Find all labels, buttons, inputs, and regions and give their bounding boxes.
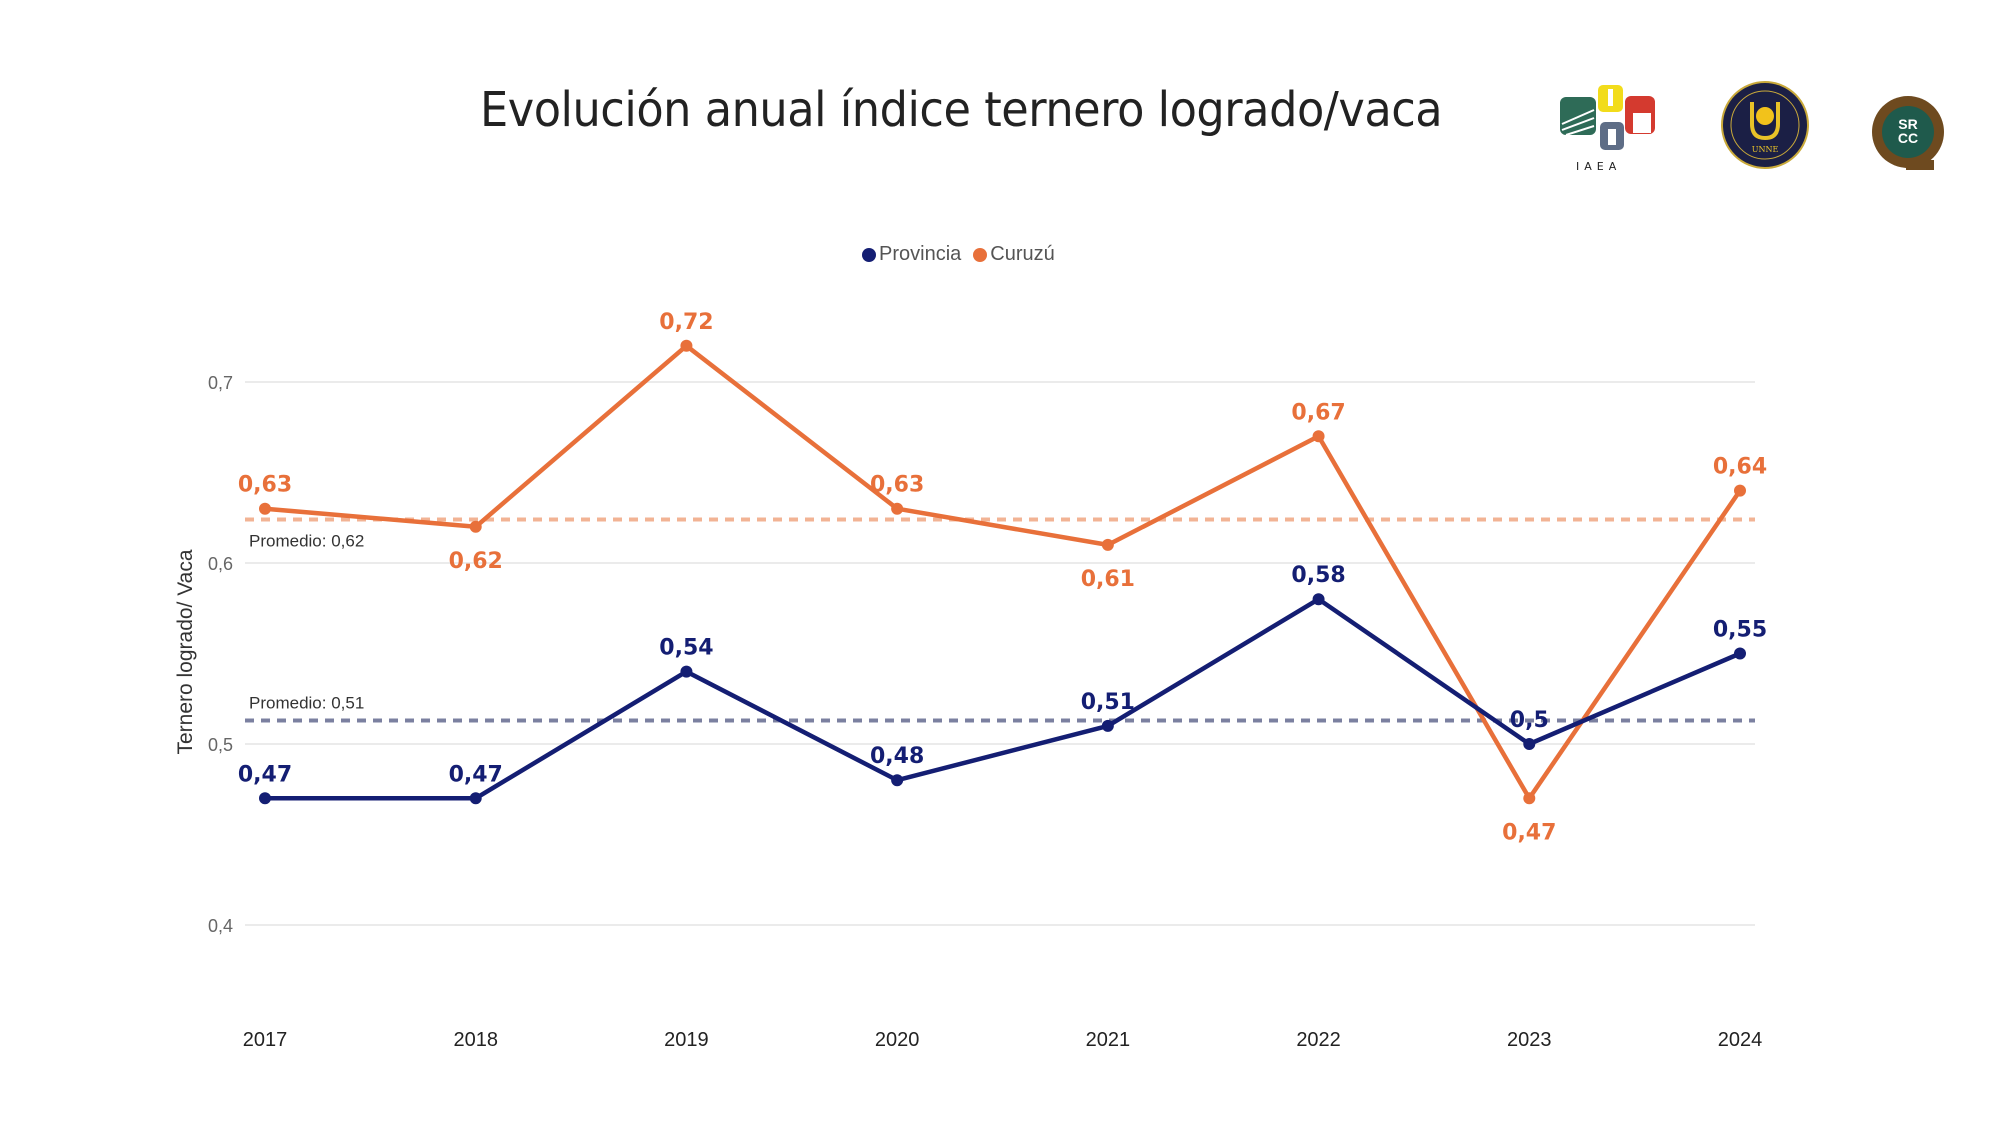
unne-logo: UNNE xyxy=(1721,81,1809,169)
x-tick-label: 2020 xyxy=(875,1029,920,1051)
data-label-provincia: 0,47 xyxy=(449,762,503,787)
data-point-curuzu xyxy=(1101,538,1114,551)
y-tick-label: 0,6 xyxy=(208,554,233,574)
y-tick-label: 0,7 xyxy=(208,373,233,393)
data-point-curuzu xyxy=(1734,484,1746,497)
data-label-provincia: 0,51 xyxy=(1081,690,1135,715)
iaea-logo: IAEA xyxy=(1560,85,1655,173)
data-point-curuzu xyxy=(469,520,482,533)
x-tick-label: 2018 xyxy=(453,1029,498,1051)
data-point-curuzu xyxy=(259,502,271,515)
legend-item-curuzu[interactable]: Curuzú xyxy=(973,243,1055,266)
logos: IAEA UNNE SR CC xyxy=(1560,81,1944,173)
data-point-provincia xyxy=(1101,719,1114,732)
data-point-curuzu xyxy=(891,502,904,515)
legend-label-curuzu: Curuzú xyxy=(990,243,1055,265)
data-label-curuzu: 0,63 xyxy=(870,473,924,498)
average-label-curuzu: Promedio: 0,62 xyxy=(249,532,364,551)
data-point-provincia xyxy=(469,792,482,805)
data-label-provincia: 0,55 xyxy=(1713,618,1767,643)
legend-marker-provincia xyxy=(862,247,876,262)
legend-label-provincia: Provincia xyxy=(879,243,962,265)
srcc-logo: SR CC xyxy=(1872,96,1944,170)
data-label-provincia: 0,48 xyxy=(870,744,924,769)
x-tick-label: 2023 xyxy=(1507,1029,1552,1051)
data-label-provincia: 0,58 xyxy=(1291,563,1345,588)
chart-title: Evolución anual índice ternero logrado/v… xyxy=(480,82,1443,138)
series-line-provincia xyxy=(265,596,1741,801)
series-line-curuzu xyxy=(264,343,1742,801)
data-point-curuzu xyxy=(680,339,693,352)
x-tick-label: 2022 xyxy=(1296,1029,1341,1051)
y-tick-label: 0,4 xyxy=(208,916,233,936)
y-tick-label: 0,5 xyxy=(208,735,233,755)
x-tick-label: 2017 xyxy=(243,1029,288,1051)
data-label-provincia: 0,5 xyxy=(1510,708,1549,733)
data-point-provincia xyxy=(680,665,693,678)
srcc-logo-top: SR xyxy=(1898,116,1917,132)
data-point-provincia xyxy=(1734,647,1746,660)
data-point-provincia xyxy=(891,774,904,787)
legend: Provincia Curuzú xyxy=(862,243,1061,266)
data-label-provincia: 0,47 xyxy=(238,762,292,787)
x-tick-label: 2024 xyxy=(1718,1029,1763,1051)
data-label-curuzu: 0,63 xyxy=(238,473,292,498)
data-point-provincia xyxy=(1312,593,1325,606)
data-label-curuzu: 0,64 xyxy=(1713,455,1767,480)
data-point-curuzu xyxy=(1523,792,1536,805)
data-label-curuzu: 0,61 xyxy=(1081,567,1135,592)
data-label-curuzu: 0,72 xyxy=(659,310,713,335)
unne-logo-label: UNNE xyxy=(1752,145,1779,154)
iaea-logo-label: IAEA xyxy=(1576,160,1621,173)
data-label-curuzu: 0,47 xyxy=(1502,820,1556,845)
srcc-logo-bottom: CC xyxy=(1898,130,1918,146)
data-point-provincia xyxy=(259,792,271,805)
legend-item-provincia[interactable]: Provincia xyxy=(862,243,961,266)
data-label-provincia: 0,54 xyxy=(659,636,713,661)
data-label-curuzu: 0,67 xyxy=(1291,400,1345,425)
x-tick-label: 2021 xyxy=(1086,1029,1131,1051)
data-point-provincia xyxy=(1523,738,1536,750)
x-tick-label: 2019 xyxy=(664,1029,709,1051)
legend-marker-curuzu xyxy=(973,247,988,262)
average-label-provincia: Promedio: 0,51 xyxy=(249,693,364,712)
data-label-curuzu: 0,62 xyxy=(449,549,503,574)
y-axis-title: Ternero logrado/ Vaca xyxy=(174,549,197,754)
data-point-curuzu xyxy=(1312,430,1325,443)
